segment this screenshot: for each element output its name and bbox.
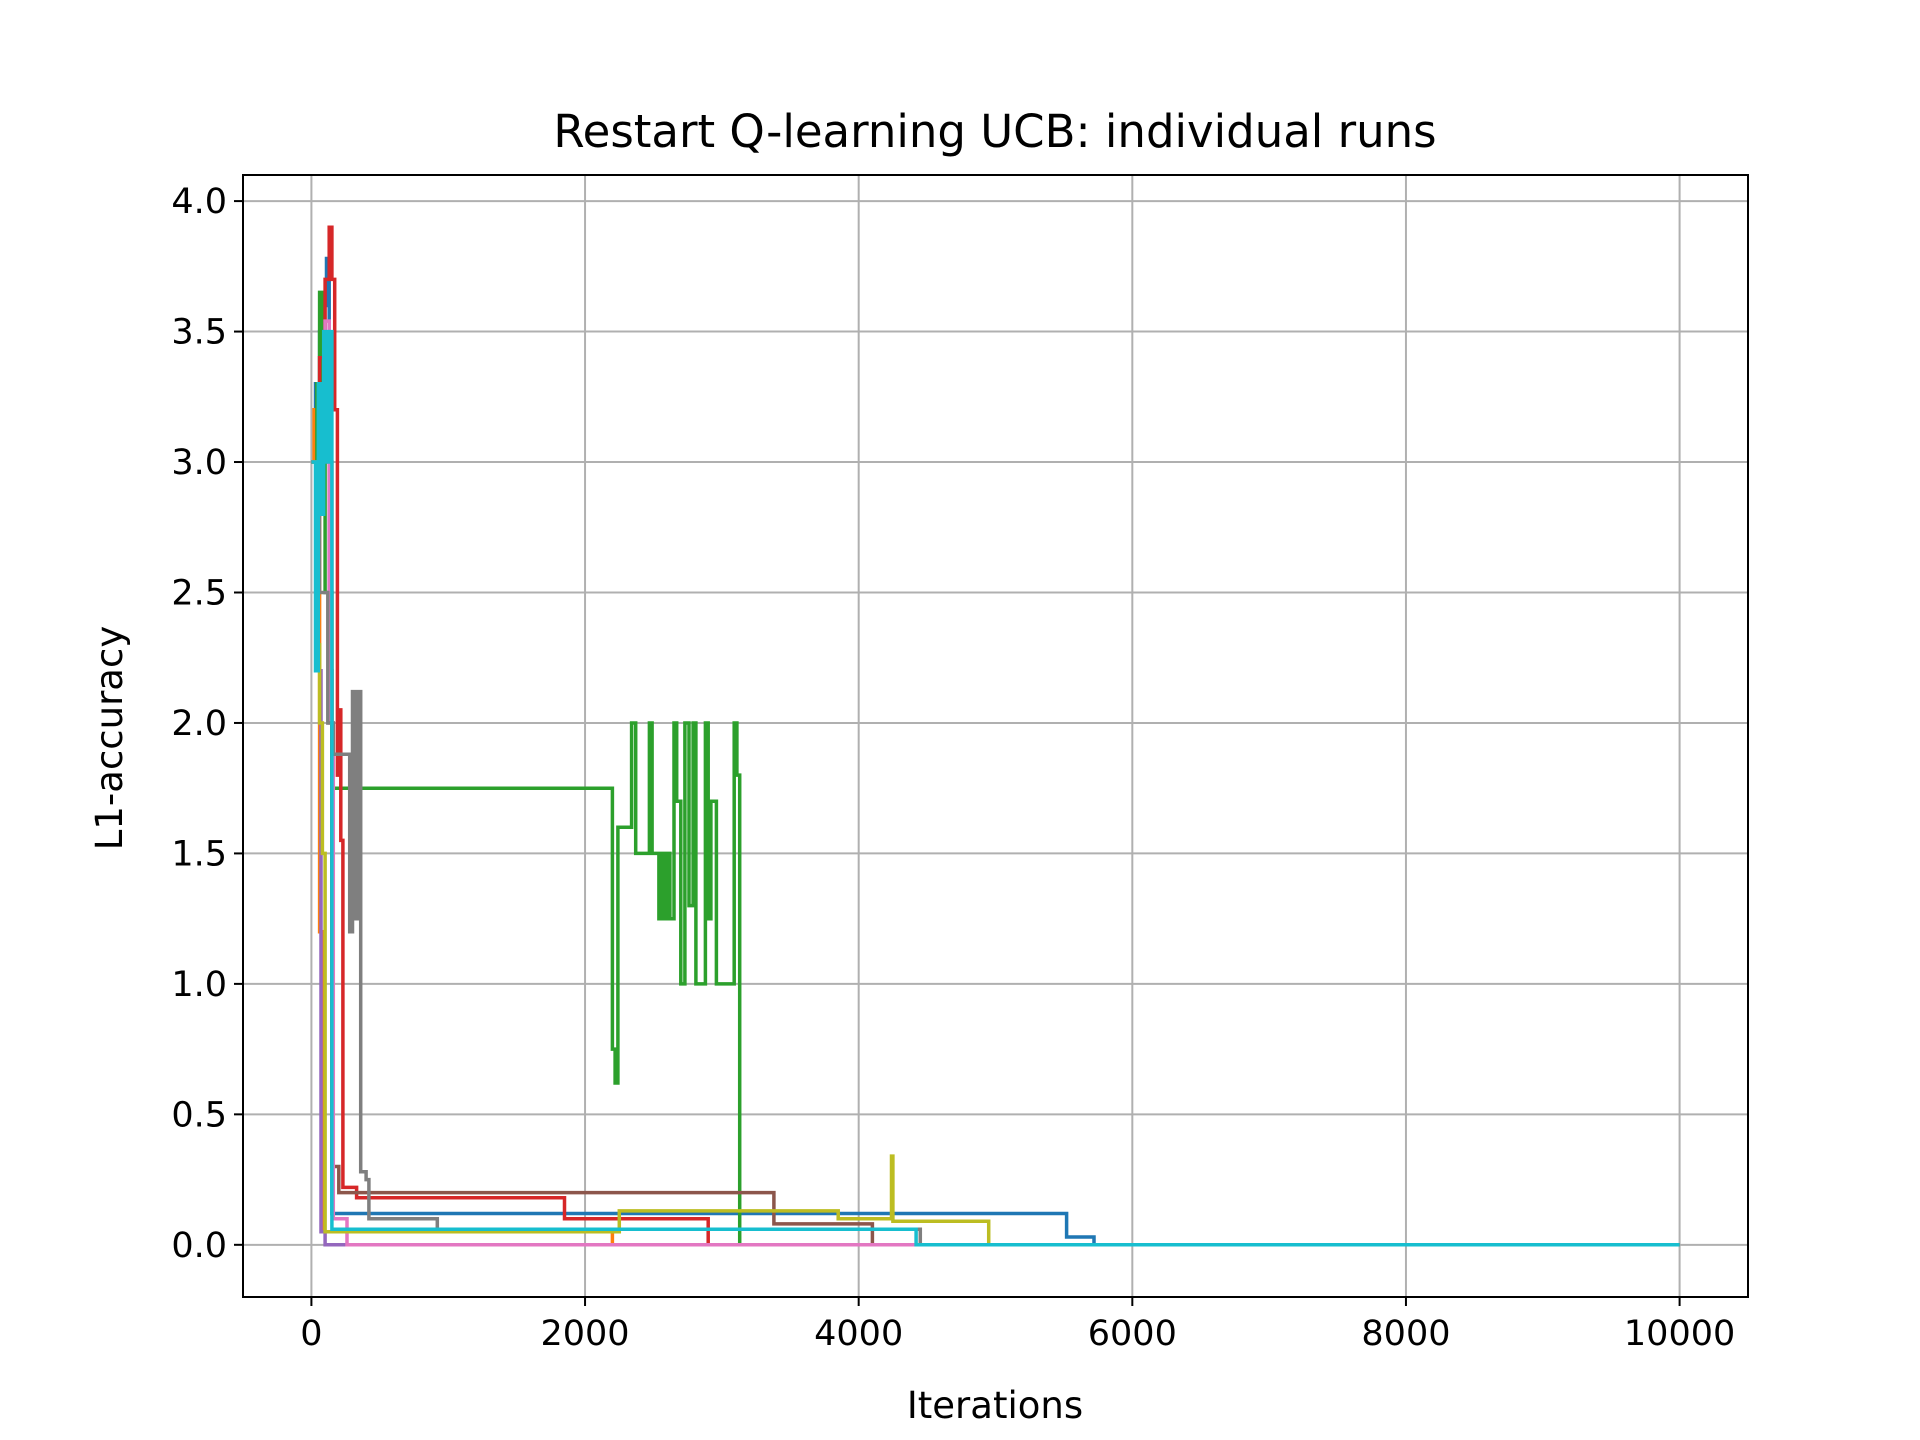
series-line-10 — [311, 329, 1680, 1247]
plot-frame — [242, 174, 1749, 1298]
x-tick-label: 10000 — [1624, 1314, 1735, 1354]
y-tick-label: 4.0 — [171, 182, 227, 222]
x-tick-label: 4000 — [814, 1314, 903, 1354]
y-tick-label: 1.0 — [171, 965, 227, 1005]
x-tick-label: 2000 — [541, 1314, 630, 1354]
series-line-8 — [311, 460, 1680, 1247]
y-tick-label: 0.0 — [171, 1226, 227, 1266]
axis-ticks: 0 2000 4000 6000 8000 10000 0.0 0.5 1.0 1.5 2.0 2.5… — [171, 182, 1735, 1354]
y-tick-label: 2.0 — [171, 704, 227, 744]
chart-title: Restart Q-learning UCB: individual runs — [553, 105, 1436, 158]
y-tick-label: 2.5 — [171, 573, 227, 613]
y-tick-label: 3.5 — [171, 313, 227, 353]
y-tick-label: 1.5 — [171, 834, 227, 874]
y-tick-label: 3.0 — [171, 443, 227, 483]
x-tick-label: 0 — [300, 1314, 322, 1354]
x-tick-label: 6000 — [1088, 1314, 1177, 1354]
series-line-4 — [311, 225, 1680, 1247]
y-axis-label: L1-accuracy — [88, 626, 131, 850]
series-line-3 — [311, 290, 1680, 1247]
series-lines — [311, 225, 1680, 1247]
y-tick-label: 0.5 — [171, 1095, 227, 1135]
x-axis-label: Iterations — [907, 1384, 1083, 1427]
grid-lines — [243, 175, 1748, 1297]
x-tick-label: 8000 — [1361, 1314, 1450, 1354]
